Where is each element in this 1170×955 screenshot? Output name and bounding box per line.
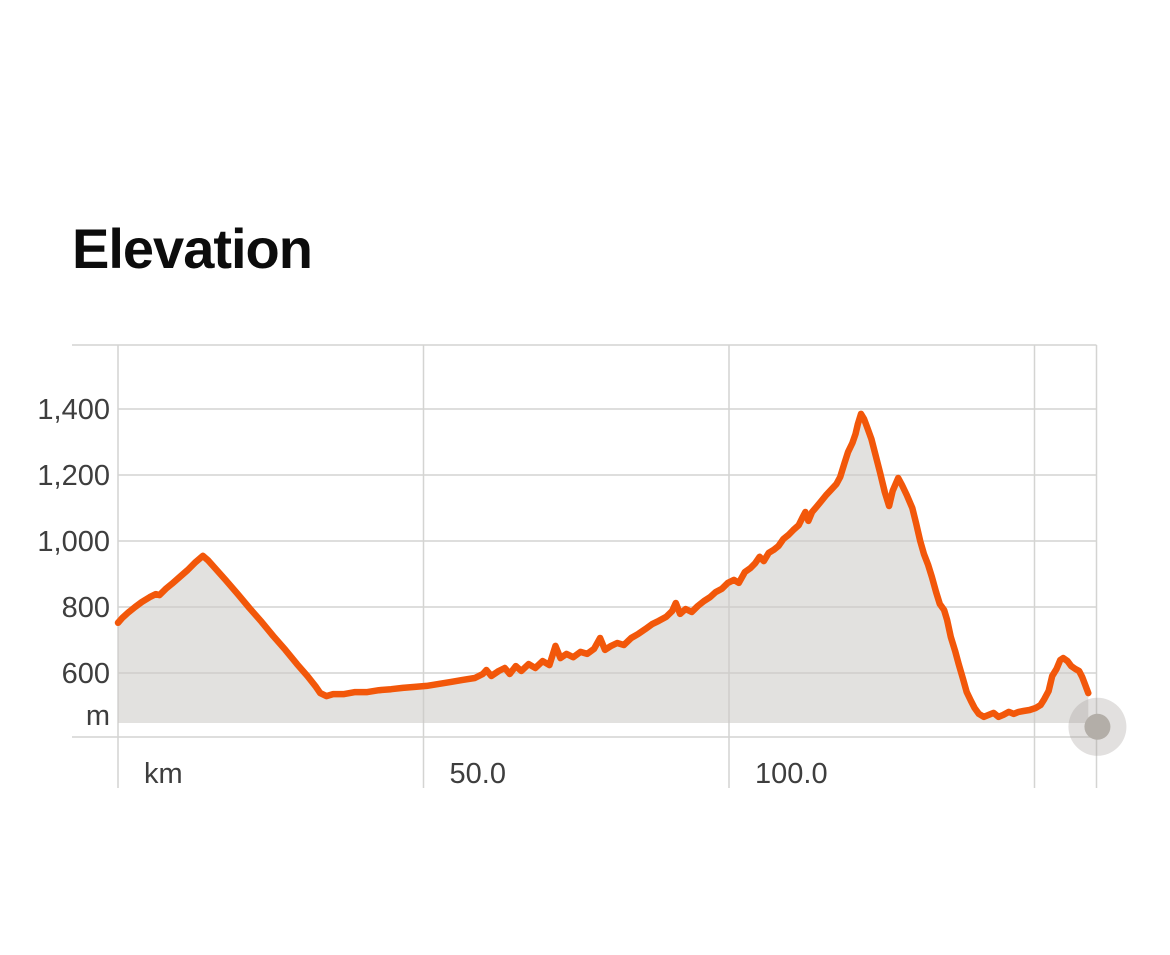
x-axis-tick-label: 100.0 — [755, 758, 828, 790]
position-marker-dot[interactable] — [1084, 713, 1111, 740]
elevation-line — [114, 410, 1092, 721]
y-axis-tick-label: 600 — [62, 658, 110, 690]
y-axis-tick-label: 1,200 — [37, 460, 110, 492]
x-axis-tick-label: 50.0 — [450, 758, 506, 790]
y-axis-unit-label: m — [86, 700, 110, 732]
y-axis-tick-label: 1,000 — [37, 526, 110, 558]
chart-title: Elevation — [72, 217, 313, 280]
y-axis-tick-label: 1,400 — [37, 394, 110, 426]
x-axis-unit-label: km — [144, 758, 183, 790]
elevation-area — [118, 413, 1089, 723]
y-axis-tick-label: 800 — [62, 592, 110, 624]
